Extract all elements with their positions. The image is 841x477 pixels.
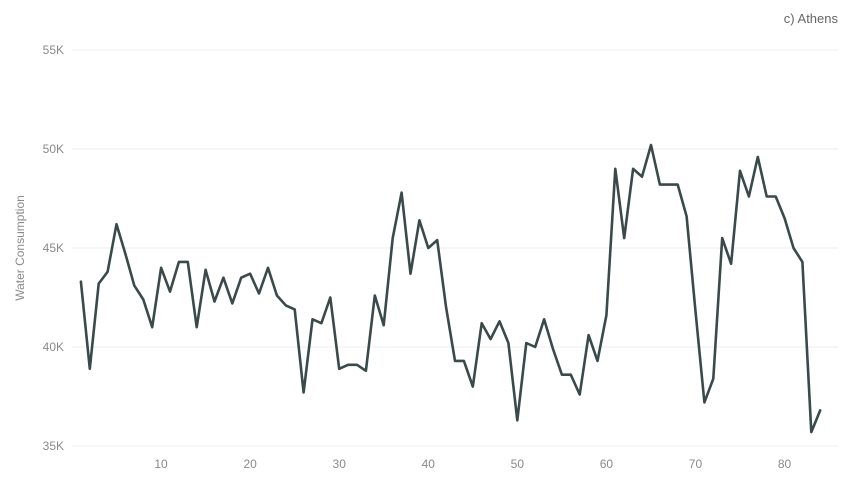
x-axis-ticks: 10 20 30 40 50 60 70 80 xyxy=(154,457,791,471)
x-tick-label: 60 xyxy=(600,457,614,471)
y-axis-ticks: 35K 40K 45K 50K 55K xyxy=(43,43,64,453)
y-tick-label: 40K xyxy=(43,340,64,354)
series-line xyxy=(79,143,822,434)
y-tick-label: 50K xyxy=(43,142,64,156)
chart-title: c) Athens xyxy=(784,11,839,26)
x-tick-label: 20 xyxy=(243,457,257,471)
y-tick-label: 55K xyxy=(43,43,64,57)
y-tick-label: 35K xyxy=(43,439,64,453)
x-tick-label: 70 xyxy=(689,457,703,471)
series-layer xyxy=(79,143,822,434)
x-tick-label: 40 xyxy=(422,457,436,471)
x-tick-label: 80 xyxy=(778,457,792,471)
x-tick-label: 30 xyxy=(333,457,347,471)
y-axis-label: Water Consumption xyxy=(13,195,27,301)
x-tick-label: 50 xyxy=(511,457,525,471)
x-tick-label: 10 xyxy=(154,457,168,471)
gridlines xyxy=(72,49,838,447)
y-tick-label: 45K xyxy=(43,241,64,255)
